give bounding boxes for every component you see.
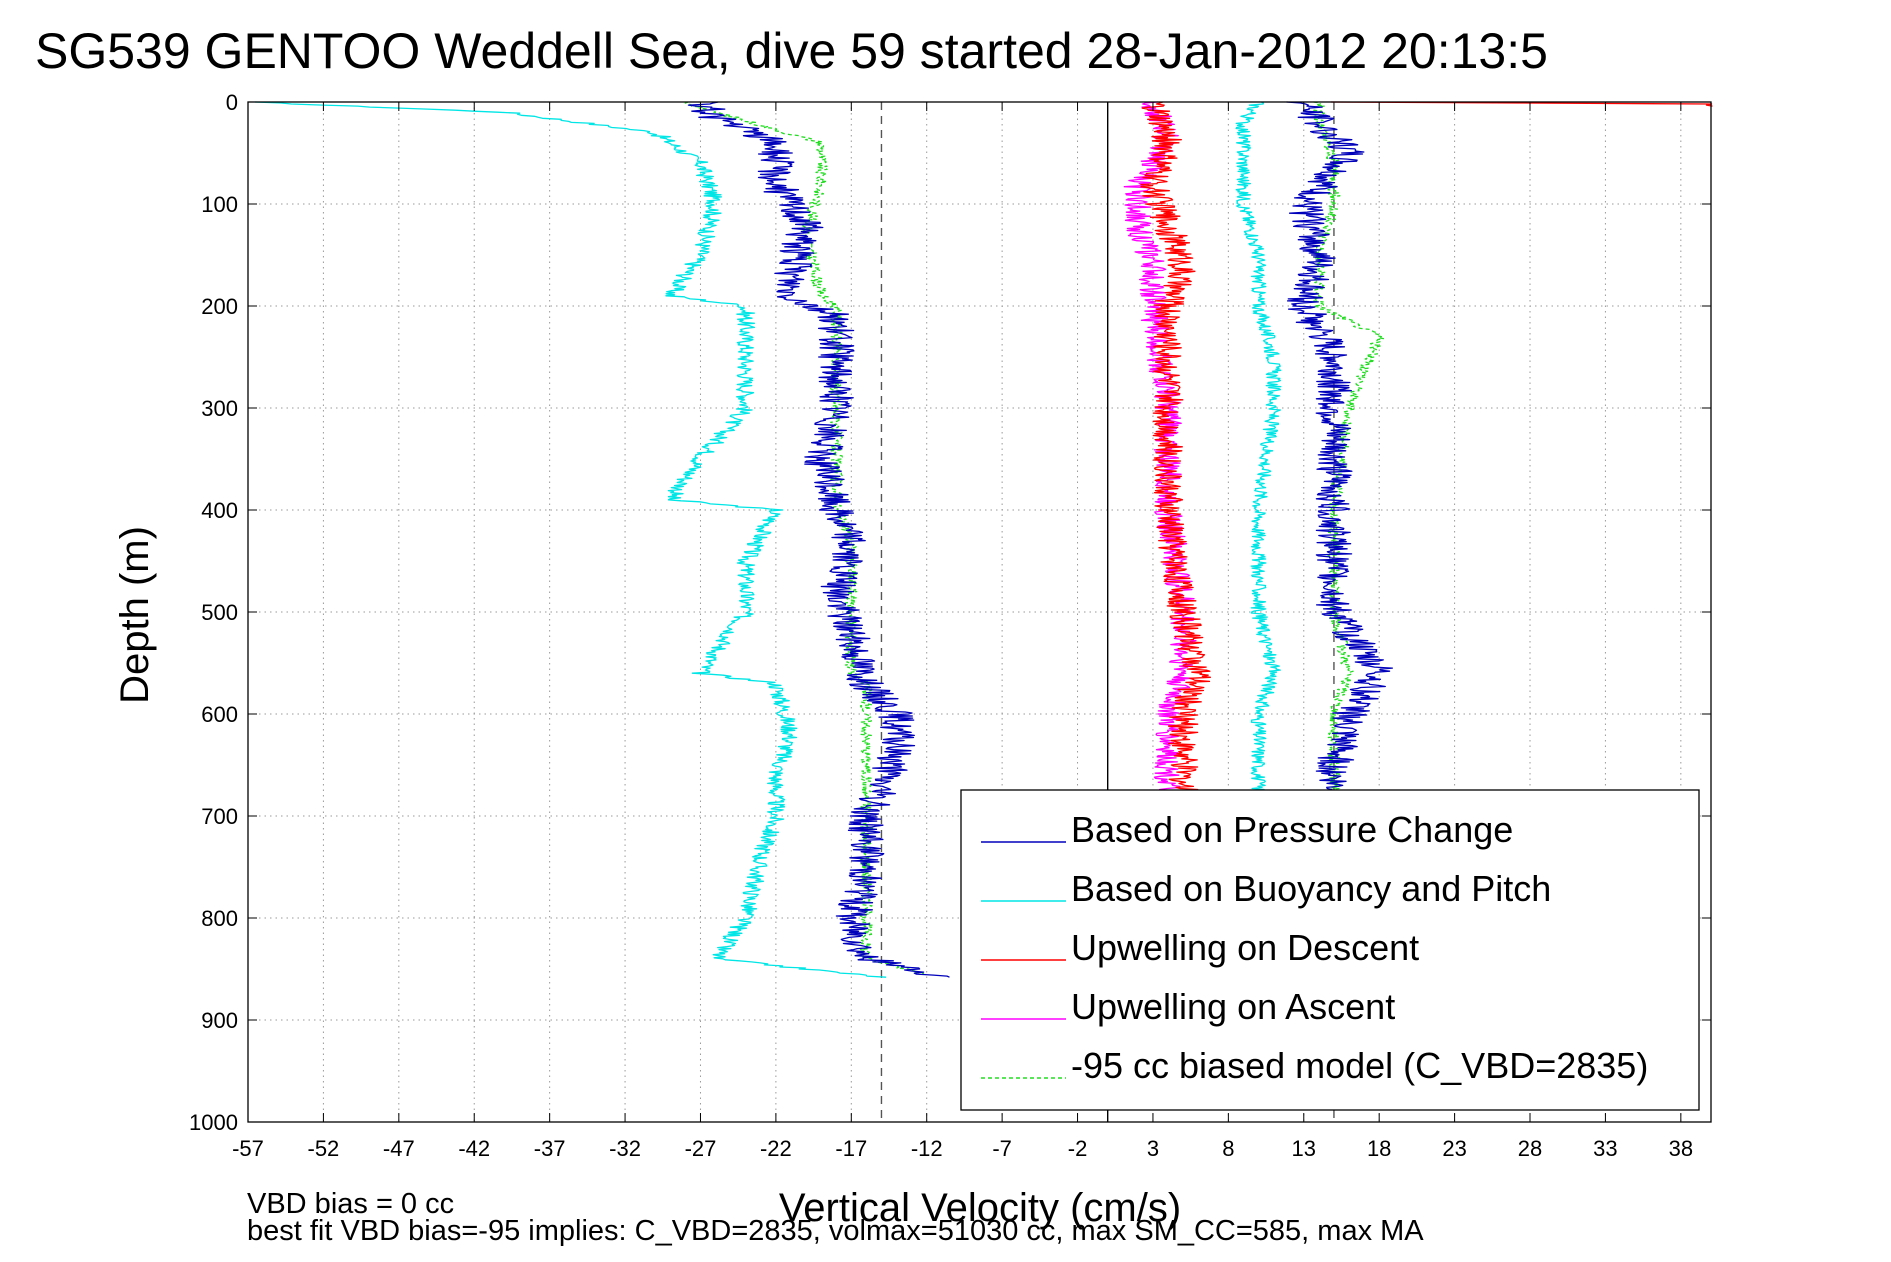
x-tick-label: -52 <box>308 1136 340 1161</box>
x-tick-label: -17 <box>835 1136 867 1161</box>
x-axis-label: Vertical Velocity (cm/s) <box>779 1186 1181 1230</box>
series-line-1 <box>254 101 887 978</box>
legend-label: Based on Pressure Change <box>1071 809 1513 850</box>
y-tick-label: 400 <box>201 498 238 523</box>
x-tick-label: 3 <box>1147 1136 1159 1161</box>
y-tick-label: 0 <box>226 90 238 115</box>
y-axis-ticks: 0 100 200 300 400 500 600 700 800 900 1000 <box>189 90 1711 1135</box>
legend: Based on Pressure Change Based on Buoyanc… <box>960 789 1700 1111</box>
series-group <box>254 101 1713 978</box>
y-tick-label: 900 <box>201 1008 238 1033</box>
x-tick-label: -22 <box>760 1136 792 1161</box>
y-tick-label: 600 <box>201 702 238 727</box>
x-tick-label: 38 <box>1669 1136 1693 1161</box>
x-tick-label: -57 <box>232 1136 264 1161</box>
footnote-best-fit: best fit VBD bias=-95 implies: C_VBD=283… <box>247 1215 1424 1247</box>
y-tick-label: 500 <box>201 600 238 625</box>
x-tick-label: -12 <box>911 1136 943 1161</box>
x-tick-label: -7 <box>992 1136 1012 1161</box>
x-tick-label: -47 <box>383 1136 415 1161</box>
y-tick-label: 800 <box>201 906 238 931</box>
x-tick-label: 13 <box>1292 1136 1316 1161</box>
x-axis-ticks: -57 -52 -47 -42 -37 -32 -27 -22 -17 -12 -7 -2 3 8 13 18… <box>232 102 1693 1161</box>
series-line-7 <box>1286 101 1394 792</box>
x-tick-label: 28 <box>1518 1136 1542 1161</box>
legend-label: Based on Buoyancy and Pitch <box>1071 868 1551 909</box>
legend-label: Upwelling on Ascent <box>1071 986 1395 1027</box>
x-tick-label: -32 <box>609 1136 641 1161</box>
y-tick-label: 700 <box>201 804 238 829</box>
legend-box <box>960 789 1700 1111</box>
x-tick-label: -37 <box>534 1136 566 1161</box>
y-axis-label: Depth (m) <box>113 526 157 704</box>
x-tick-label: 8 <box>1222 1136 1234 1161</box>
x-tick-label: 18 <box>1367 1136 1391 1161</box>
series-line-2 <box>1140 101 1212 797</box>
series-line-3 <box>1123 101 1197 796</box>
y-tick-label: 200 <box>201 294 238 319</box>
y-tick-label: 1000 <box>189 1110 238 1135</box>
legend-label: -95 cc biased model (C_VBD=2835) <box>1071 1045 1648 1086</box>
x-tick-label: 33 <box>1593 1136 1617 1161</box>
y-tick-label: 100 <box>201 192 238 217</box>
series-line-6 <box>1235 101 1282 792</box>
y-tick-label: 300 <box>201 396 238 421</box>
x-tick-label: -42 <box>458 1136 490 1161</box>
x-tick-label: 23 <box>1442 1136 1466 1161</box>
legend-label: Upwelling on Descent <box>1071 927 1419 968</box>
x-tick-label: -2 <box>1068 1136 1088 1161</box>
series-line-0 <box>687 101 950 978</box>
footnote-vbd-bias: VBD bias = 0 cc <box>247 1188 454 1220</box>
chart-title: SG539 GENTOO Weddell Sea, dive 59 starte… <box>35 23 1548 79</box>
series-line-5 <box>1312 101 1385 792</box>
x-tick-label: -27 <box>685 1136 717 1161</box>
